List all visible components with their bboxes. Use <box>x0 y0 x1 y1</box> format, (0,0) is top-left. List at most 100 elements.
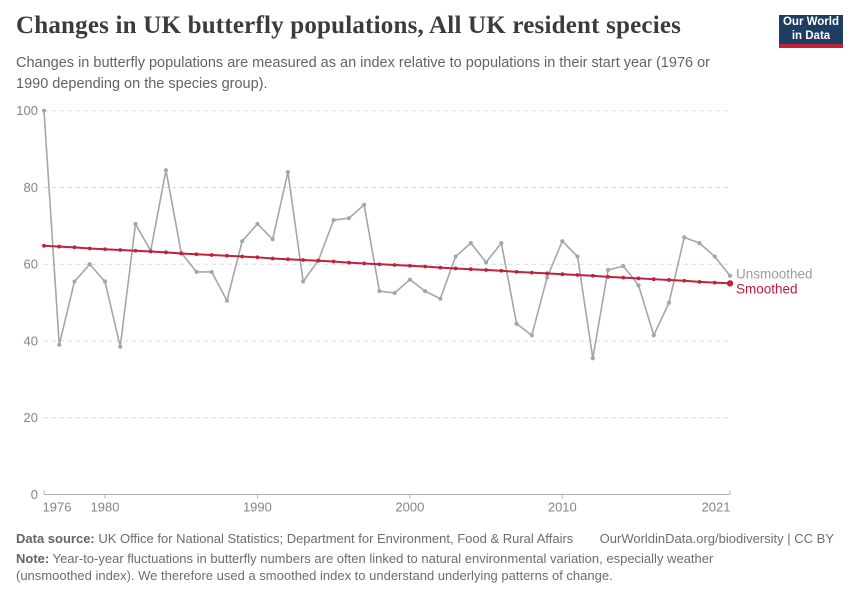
data-point-smoothed-1984 <box>164 250 168 255</box>
data-point-smoothed-2005 <box>484 268 488 272</box>
data-point-unsmoothed-2020 <box>712 254 717 259</box>
data-point-smoothed-2014 <box>621 275 626 280</box>
data-point-unsmoothed-2010 <box>560 239 565 244</box>
data-point-smoothed-1999 <box>392 263 397 267</box>
data-point-smoothed-2018 <box>682 278 687 283</box>
data-point-unsmoothed-2018 <box>682 235 687 240</box>
series-end-dot-smoothed <box>726 280 734 287</box>
butterfly-population-line-chart[interactable]: 0 20 40 60 80 100 1976 1980 1990 2000 2010 2021 Unsm… <box>0 0 850 530</box>
y-tick-label-20: 20 <box>24 410 38 425</box>
data-point-unsmoothed-2012 <box>590 356 595 361</box>
data-point-smoothed-1990 <box>255 255 260 260</box>
data-point-unsmoothed-2017 <box>666 300 672 305</box>
chart-footer: Data source: UK Office for National Stat… <box>16 531 834 584</box>
x-tick-label-1980: 1980 <box>91 500 120 515</box>
data-point-smoothed-2017 <box>667 278 671 282</box>
data-point-smoothed-2000 <box>407 263 412 268</box>
data-point-unsmoothed-1990 <box>255 221 260 227</box>
credit-link[interactable]: OurWorldinData.org/biodiversity | CC BY <box>599 531 834 546</box>
data-point-smoothed-1976 <box>42 243 46 248</box>
data-point-smoothed-1988 <box>225 253 229 258</box>
owid-logo: Our World in Data <box>779 15 843 48</box>
data-point-unsmoothed-1989 <box>240 239 245 244</box>
data-point-smoothed-2004 <box>468 267 473 272</box>
data-point-smoothed-1986 <box>194 252 199 257</box>
data-point-smoothed-2019 <box>697 279 702 284</box>
owid-logo-line1: Our World <box>782 15 839 28</box>
data-point-smoothed-1993 <box>301 258 306 262</box>
data-point-unsmoothed-1998 <box>377 288 382 294</box>
data-point-unsmoothed-1999 <box>392 290 397 296</box>
data-point-smoothed-1996 <box>346 260 351 265</box>
data-point-unsmoothed-1976 <box>41 108 47 113</box>
data-point-smoothed-1989 <box>240 254 245 259</box>
data-point-unsmoothed-2007 <box>514 321 519 326</box>
data-point-smoothed-1980 <box>103 247 107 252</box>
data-point-unsmoothed-1988 <box>224 298 230 303</box>
data-point-unsmoothed-1977 <box>57 342 62 347</box>
data-point-smoothed-2001 <box>423 264 428 269</box>
series-line-smoothed <box>43 244 731 285</box>
data-point-unsmoothed-2002 <box>438 296 443 301</box>
data-point-smoothed-1998 <box>377 262 382 267</box>
data-point-unsmoothed-2000 <box>407 277 412 282</box>
data-point-unsmoothed-2009 <box>544 275 550 280</box>
data-point-unsmoothed-2003 <box>453 254 458 259</box>
data-point-smoothed-1991 <box>270 256 275 261</box>
data-point-unsmoothed-1987 <box>209 269 214 274</box>
data-point-unsmoothed-1984 <box>163 168 169 173</box>
data-point-unsmoothed-1981 <box>118 344 123 349</box>
data-point-unsmoothed-1995 <box>331 217 336 223</box>
y-tick-label-80: 80 <box>24 180 38 195</box>
data-point-smoothed-2008 <box>529 270 534 275</box>
chart-note: Note: Year-to-year fluctuations in butte… <box>16 550 786 584</box>
data-source-label: Data source: <box>16 531 95 546</box>
data-point-unsmoothed-1993 <box>301 279 306 284</box>
data-point-smoothed-1985 <box>179 251 184 256</box>
x-tick-label-2010: 2010 <box>548 500 577 515</box>
data-point-smoothed-1977 <box>57 244 62 249</box>
y-tick-label-60: 60 <box>24 257 38 272</box>
x-tick-label-1976: 1976 <box>43 500 72 515</box>
data-point-smoothed-2003 <box>453 266 458 271</box>
data-point-smoothed-2007 <box>514 269 519 274</box>
data-point-smoothed-1978 <box>72 245 77 250</box>
data-point-unsmoothed-2006 <box>499 241 504 246</box>
owid-logo-line2: in Data <box>791 29 831 42</box>
data-point-unsmoothed-2016 <box>651 333 656 338</box>
x-tick-label-2021: 2021 <box>702 500 731 515</box>
data-point-unsmoothed-2001 <box>423 288 428 294</box>
data-point-smoothed-1995 <box>331 259 336 264</box>
data-point-unsmoothed-2014 <box>621 264 626 269</box>
data-point-smoothed-1987 <box>209 253 214 257</box>
data-point-unsmoothed-1997 <box>362 202 367 207</box>
data-point-smoothed-1992 <box>286 257 290 262</box>
series-label-unsmoothed: Unsmoothed <box>736 267 813 282</box>
data-point-smoothed-1981 <box>118 248 123 252</box>
y-tick-label-100: 100 <box>16 103 38 118</box>
chart-note-text: Year-to-year fluctuations in butterfly n… <box>16 551 714 584</box>
data-point-unsmoothed-1996 <box>346 216 351 221</box>
data-point-unsmoothed-1982 <box>133 221 138 227</box>
x-axis: 1976 1980 1990 2000 2010 2021 <box>43 490 731 515</box>
data-point-smoothed-1997 <box>362 261 367 266</box>
data-point-smoothed-2013 <box>606 274 610 279</box>
series-unsmoothed[interactable] <box>41 108 733 361</box>
data-source: Data source: UK Office for National Stat… <box>16 531 573 546</box>
data-point-smoothed-1983 <box>148 249 153 254</box>
y-tick-label-0: 0 <box>31 487 38 502</box>
data-point-smoothed-2009 <box>545 271 549 276</box>
data-point-unsmoothed-1979 <box>87 262 92 267</box>
data-point-unsmoothed-1978 <box>72 279 77 284</box>
y-tick-label-40: 40 <box>24 333 38 348</box>
series-label-smoothed: Smoothed <box>736 281 798 296</box>
data-point-smoothed-1994 <box>316 258 321 263</box>
series-smoothed[interactable] <box>42 243 734 287</box>
x-tick-label-2000: 2000 <box>395 500 424 515</box>
page-title: Changes in UK butterfly populations, All… <box>16 12 682 39</box>
page-subtitle: Changes in butterfly populations are mea… <box>16 55 710 92</box>
data-point-unsmoothed-1986 <box>194 269 199 274</box>
x-tick-label-1990: 1990 <box>243 500 272 515</box>
data-point-smoothed-2012 <box>590 273 595 278</box>
